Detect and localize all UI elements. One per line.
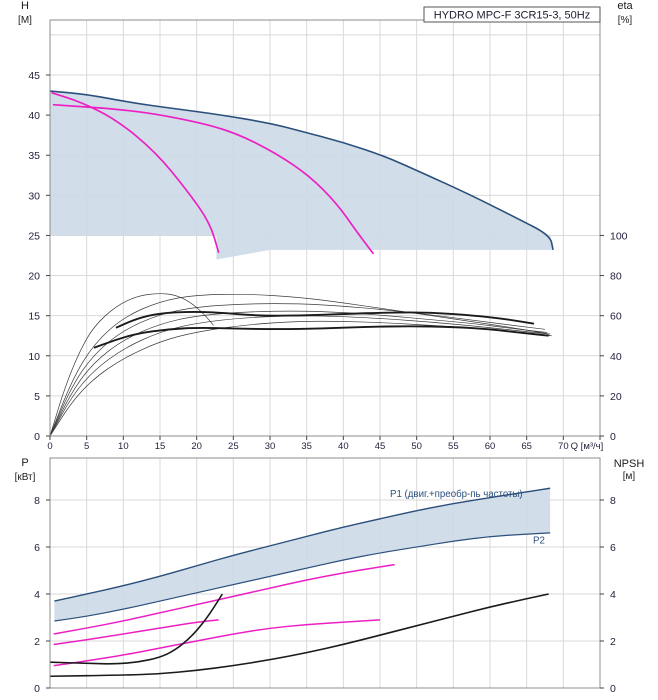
svg-text:30: 30 — [265, 441, 276, 452]
svg-text:4: 4 — [34, 589, 40, 601]
svg-text:20: 20 — [610, 391, 622, 403]
svg-text:NPSH: NPSH — [614, 458, 645, 470]
svg-text:[м]: [м] — [623, 471, 636, 482]
svg-text:P: P — [21, 457, 28, 469]
svg-text:40: 40 — [610, 351, 622, 363]
svg-text:10: 10 — [118, 441, 129, 452]
svg-text:35: 35 — [28, 150, 40, 162]
svg-text:6: 6 — [610, 542, 616, 554]
svg-text:100: 100 — [610, 230, 628, 242]
svg-text:[M]: [M] — [18, 15, 32, 26]
svg-text:35: 35 — [301, 441, 312, 452]
svg-text:40: 40 — [338, 441, 349, 452]
svg-text:4: 4 — [610, 589, 616, 601]
svg-text:8: 8 — [34, 495, 40, 507]
svg-text:20: 20 — [28, 271, 40, 283]
svg-text:20: 20 — [191, 441, 202, 452]
svg-text:eta: eta — [617, 0, 633, 12]
svg-text:0: 0 — [610, 431, 616, 443]
svg-text:80: 80 — [610, 271, 622, 283]
svg-text:55: 55 — [448, 441, 459, 452]
svg-text:P1 (двиг.+преобр-пь частоты): P1 (двиг.+преобр-пь частоты) — [390, 489, 523, 500]
svg-text:2: 2 — [34, 636, 40, 648]
svg-text:8: 8 — [610, 495, 616, 507]
svg-text:0: 0 — [47, 441, 52, 452]
svg-text:5: 5 — [84, 441, 89, 452]
svg-text:0: 0 — [34, 683, 40, 695]
svg-text:60: 60 — [610, 311, 622, 323]
svg-text:HYDRO MPC-F 3CR15-3, 50Hz: HYDRO MPC-F 3CR15-3, 50Hz — [434, 10, 590, 22]
svg-text:50: 50 — [411, 441, 422, 452]
svg-text:0: 0 — [34, 431, 40, 443]
svg-text:40: 40 — [28, 110, 40, 122]
svg-text:25: 25 — [228, 441, 239, 452]
svg-text:2: 2 — [610, 636, 616, 648]
svg-text:15: 15 — [28, 311, 40, 323]
svg-text:Q [м³/ч]: Q [м³/ч] — [571, 441, 604, 452]
svg-text:70: 70 — [558, 441, 569, 452]
svg-text:30: 30 — [28, 190, 40, 202]
svg-text:0: 0 — [610, 683, 616, 695]
svg-text:65: 65 — [521, 441, 532, 452]
svg-text:60: 60 — [485, 441, 496, 452]
svg-text:[%]: [%] — [618, 15, 633, 26]
svg-text:45: 45 — [28, 70, 40, 82]
svg-text:H: H — [21, 0, 29, 12]
svg-text:10: 10 — [28, 351, 40, 363]
svg-text:P2: P2 — [533, 535, 545, 546]
svg-text:[кВт]: [кВт] — [15, 472, 36, 483]
svg-text:45: 45 — [375, 441, 386, 452]
svg-text:25: 25 — [28, 230, 40, 242]
svg-text:6: 6 — [34, 542, 40, 554]
svg-text:15: 15 — [155, 441, 166, 452]
svg-text:5: 5 — [34, 391, 40, 403]
